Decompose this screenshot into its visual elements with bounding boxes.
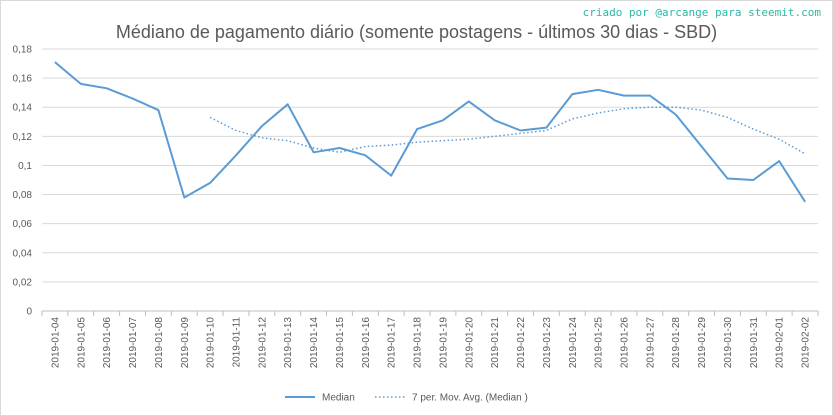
x-tick-label: 2019-01-08: [154, 317, 165, 369]
x-tick-label: 2019-01-06: [102, 317, 113, 369]
x-tick-label: 2019-01-28: [671, 317, 682, 369]
x-tick-label: 2019-01-19: [438, 317, 449, 369]
x-tick-label: 2019-01-30: [723, 317, 734, 369]
x-tick-label: 2019-01-23: [542, 317, 553, 369]
x-tick-label: 2019-01-15: [335, 317, 346, 369]
x-tick-label: 2019-01-10: [206, 317, 217, 369]
x-tick-label: 2019-01-31: [749, 317, 760, 369]
x-tick-label: 2019-01-24: [568, 317, 579, 369]
x-tick-label: 2019-01-21: [490, 317, 501, 369]
y-tick-label: 0,14: [13, 103, 33, 114]
x-tick-label: 2019-01-29: [697, 317, 708, 369]
x-tick-label: 2019-01-16: [361, 317, 372, 369]
y-tick-label: 0,04: [13, 248, 33, 259]
x-tick-label: 2019-01-26: [620, 317, 631, 369]
chart-title: Médiano de pagamento diário (somente pos…: [115, 22, 718, 42]
x-tick-label: 2019-01-07: [128, 317, 139, 369]
x-tick-label: 2019-01-27: [645, 317, 656, 369]
x-tick-label: 2019-02-02: [801, 317, 812, 369]
x-tick-label: 2019-01-05: [76, 317, 87, 369]
y-tick-label: 0,1: [18, 161, 32, 172]
x-tick-label: 2019-01-22: [516, 317, 527, 369]
x-tick-label: 2019-02-01: [775, 317, 786, 369]
x-tick-label: 2019-01-14: [309, 317, 320, 369]
x-tick-label: 2019-01-04: [50, 317, 61, 369]
x-tick-label: 2019-01-25: [594, 317, 605, 369]
credit-text: criado por @arcange para steemit.com: [582, 6, 821, 19]
x-tick-label: 2019-01-17: [387, 317, 398, 369]
x-tick-label: 2019-01-12: [257, 317, 268, 369]
legend-label-moving-average: 7 per. Mov. Avg. (Median ): [412, 393, 528, 404]
series-lines: [54, 61, 806, 203]
y-tick-label: 0,06: [13, 219, 33, 230]
x-tick-labels: 2019-01-04 2019-01-05 2019-01-06 2019-01-07…: [41, 311, 819, 369]
y-tick-label: 0,08: [13, 190, 33, 201]
x-tick-label: 2019-01-13: [283, 317, 294, 369]
x-tick-label: 2019-01-18: [413, 317, 424, 369]
legend: Median 7 per. Mov. Avg. (Median ): [285, 393, 528, 404]
y-tick-label: 0,18: [13, 45, 33, 56]
x-tick-label: 2019-01-09: [180, 317, 191, 369]
y-tick-label: 0,02: [13, 277, 33, 288]
x-tick-label: 2019-01-11: [232, 317, 243, 368]
series-line-median: [54, 61, 806, 203]
y-tick-labels: 0 0,02 0,04 0,06 0,08 0,1 0,12 0,14 0,16 0,18: [13, 45, 33, 318]
y-tick-label: 0: [26, 307, 32, 318]
series-line-moving-average: [209, 106, 806, 155]
legend-label-median: Median: [322, 393, 355, 404]
y-tick-label: 0,16: [13, 74, 33, 85]
y-tick-label: 0,12: [13, 132, 33, 143]
x-tick-label: 2019-01-20: [464, 317, 475, 369]
gridlines: [42, 48, 818, 312]
